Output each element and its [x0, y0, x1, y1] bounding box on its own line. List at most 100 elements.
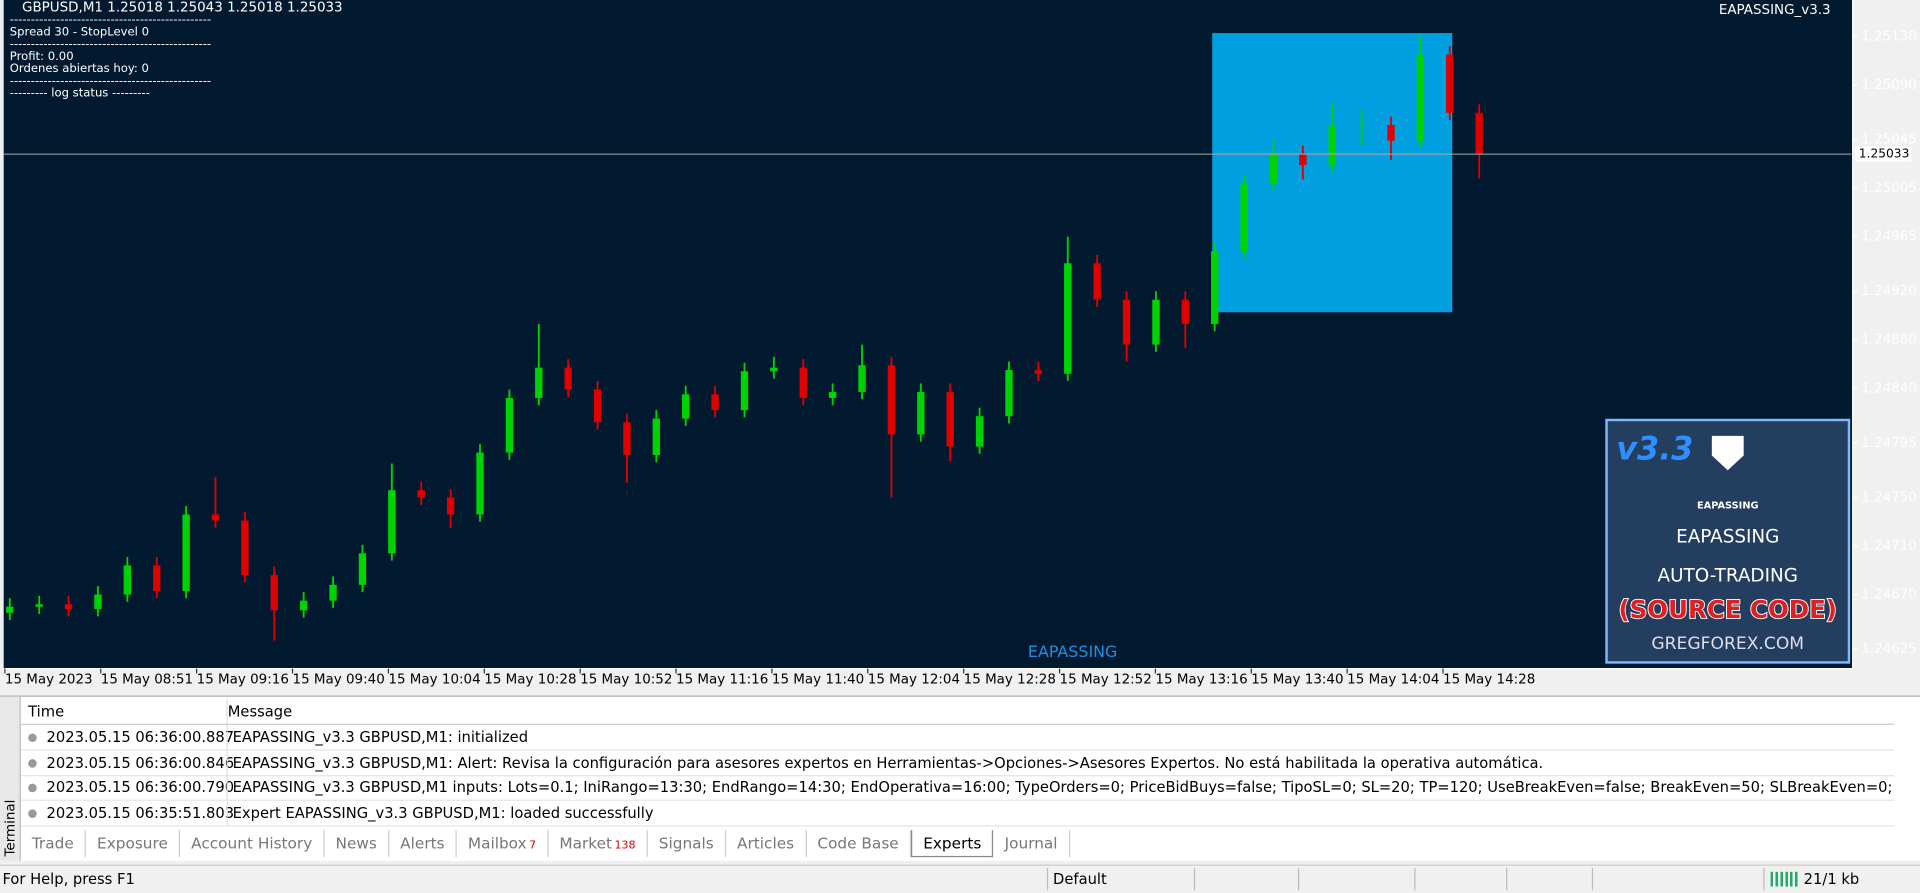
x-tick-label: 15 May 11:16 — [676, 673, 768, 688]
logo-line2: (SOURCE CODE) — [1619, 595, 1837, 624]
log-row[interactable]: 2023.05.15 06:35:51.803 Expert EAPASSING_… — [20, 800, 1895, 826]
y-tick-label: 1.25005 — [1861, 181, 1917, 196]
tab[interactable]: News — [325, 830, 390, 858]
tab-label: Alerts — [400, 833, 445, 853]
candle-body — [917, 391, 925, 435]
log-icon — [28, 783, 37, 793]
comment-line: Ordenes abiertas hoy: 0 — [10, 61, 149, 75]
x-tick-label: 15 May 12:04 — [868, 673, 960, 688]
terminal-label: Terminal — [2, 798, 19, 856]
comment-line: ----------------------------------------… — [10, 12, 211, 26]
comment-line: --------- log status --------- — [10, 86, 150, 100]
tab-label: Mailbox — [467, 833, 527, 853]
x-tick-label: 15 May 12:28 — [964, 673, 1056, 688]
tab-label: Experts — [923, 833, 982, 853]
candle-body — [182, 514, 190, 591]
tab[interactable]: Signals — [648, 830, 727, 858]
symbol-header: GBPUSD,M1 1.25018 1.25043 1.25018 1.2503… — [22, 0, 343, 15]
logo-site: GREGFOREX.COM — [1651, 634, 1804, 654]
tab[interactable]: Exposure — [86, 830, 181, 858]
log-time: 2023.05.15 06:36:00.790 — [28, 775, 234, 799]
candle-body — [1357, 124, 1366, 127]
y-tick-label: 1.24965 — [1861, 230, 1917, 245]
terminal: Terminal Time Message 2023.05.15 06:36:00.… — [0, 695, 1920, 861]
y-tick-label: 1.24795 — [1861, 436, 1917, 451]
ea-name[interactable]: EAPASSING_v3.3 — [1719, 3, 1831, 18]
candle-body — [1475, 112, 1483, 155]
candle-body — [975, 416, 984, 447]
x-tick-label: 15 May 14:04 — [1347, 673, 1439, 688]
log-row[interactable]: 2023.05.15 06:36:00.887 EAPASSING_v3.3 GB… — [20, 724, 1895, 751]
candle-body — [652, 418, 661, 456]
logo-version: v3.3 — [1616, 430, 1693, 468]
y-tick-label: 1.24920 — [1861, 284, 1917, 299]
x-tick-label: 15 May 09:16 — [197, 673, 289, 688]
candle-body — [1299, 154, 1307, 166]
candle-body — [1181, 299, 1189, 324]
tab[interactable]: Account History — [180, 830, 325, 858]
candle-body — [35, 604, 43, 607]
tab[interactable]: Market 138 — [548, 830, 648, 858]
tab-bar: Trade Exposure Account History News Alerts Ma… — [21, 830, 1070, 858]
log-message: EAPASSING_v3.3 GBPUSD,M1: Alert: Revisa … — [226, 750, 1543, 775]
candle-body — [153, 565, 161, 591]
candle-body — [6, 606, 14, 613]
status-profile: Default — [1053, 870, 1107, 888]
log-time: 2023.05.15 06:36:00.846 — [28, 750, 234, 774]
logo-icon — [1711, 435, 1744, 471]
range-box — [1212, 33, 1453, 313]
column-header[interactable]: Message — [226, 699, 292, 724]
candle-body — [1446, 54, 1454, 113]
x-tick-label: 15 May 10:28 — [484, 673, 576, 688]
tab[interactable]: Articles — [726, 830, 807, 858]
logo-brand: EAPASSING — [1676, 527, 1779, 548]
tab[interactable]: Journal — [994, 830, 1070, 858]
candle-body — [1034, 370, 1043, 374]
log-icon — [28, 733, 37, 743]
x-tick-label: 15 May 14:28 — [1443, 673, 1535, 688]
x-tick-label: 15 May 13:16 — [1155, 673, 1247, 688]
candle-body — [94, 594, 102, 610]
candle-body — [358, 553, 367, 585]
y-tick-label: 1.24750 — [1861, 490, 1917, 505]
log-time: 2023.05.15 06:35:51.803 — [28, 800, 234, 824]
log-icon — [28, 758, 37, 768]
tab[interactable]: Alerts — [389, 830, 457, 858]
candle-body — [1240, 183, 1248, 252]
candle-body — [505, 397, 514, 453]
log-icon — [28, 808, 37, 818]
candle-body — [828, 391, 837, 398]
candle-body — [1387, 124, 1395, 141]
comment-line: Spread 30 - StopLevel 0 — [10, 24, 149, 38]
candle-body — [799, 367, 807, 398]
tab[interactable]: Code Base — [806, 830, 911, 858]
tab[interactable]: Experts — [910, 830, 994, 858]
candle-body — [300, 600, 308, 611]
y-tick-label: 1.25090 — [1861, 78, 1917, 93]
logo-brand-small: EAPASSING — [1697, 501, 1759, 512]
candle-body — [1093, 263, 1101, 300]
candle-body — [446, 497, 455, 515]
x-tick-label: 15 May 11:40 — [772, 673, 864, 688]
candle-body — [123, 565, 132, 595]
tab-badge: 138 — [614, 840, 636, 853]
candle-body — [64, 604, 73, 610]
candle-body — [1211, 251, 1219, 324]
comment-line: ----------------------------------------… — [10, 37, 211, 51]
tab-label: Code Base — [817, 833, 899, 853]
candle-body — [417, 490, 425, 498]
tab[interactable]: Trade — [21, 830, 87, 858]
log-row[interactable]: 2023.05.15 06:36:00.846 EAPASSING_v3.3 GB… — [20, 750, 1895, 776]
tab[interactable]: Mailbox 7 — [457, 830, 549, 858]
column-header[interactable]: Time — [28, 702, 65, 721]
candle-body — [1122, 299, 1131, 345]
logo: v3.3 EAPASSING EAPASSING AUTO-TRADING (S… — [1605, 418, 1851, 664]
log-message: Expert EAPASSING_v3.3 GBPUSD,M1: loaded … — [226, 800, 654, 825]
x-tick-label: 15 May 08:51 — [101, 673, 193, 688]
candle-body — [593, 389, 602, 423]
log-time-text: 2023.05.15 06:35:51.803 — [46, 803, 235, 822]
tab-label: Account History — [191, 833, 313, 853]
candle-body — [241, 520, 249, 576]
log-row[interactable]: 2023.05.15 06:36:00.790 EAPASSING_v3.3 GB… — [20, 775, 1895, 801]
log-time-text: 2023.05.15 06:36:00.790 — [46, 778, 235, 796]
